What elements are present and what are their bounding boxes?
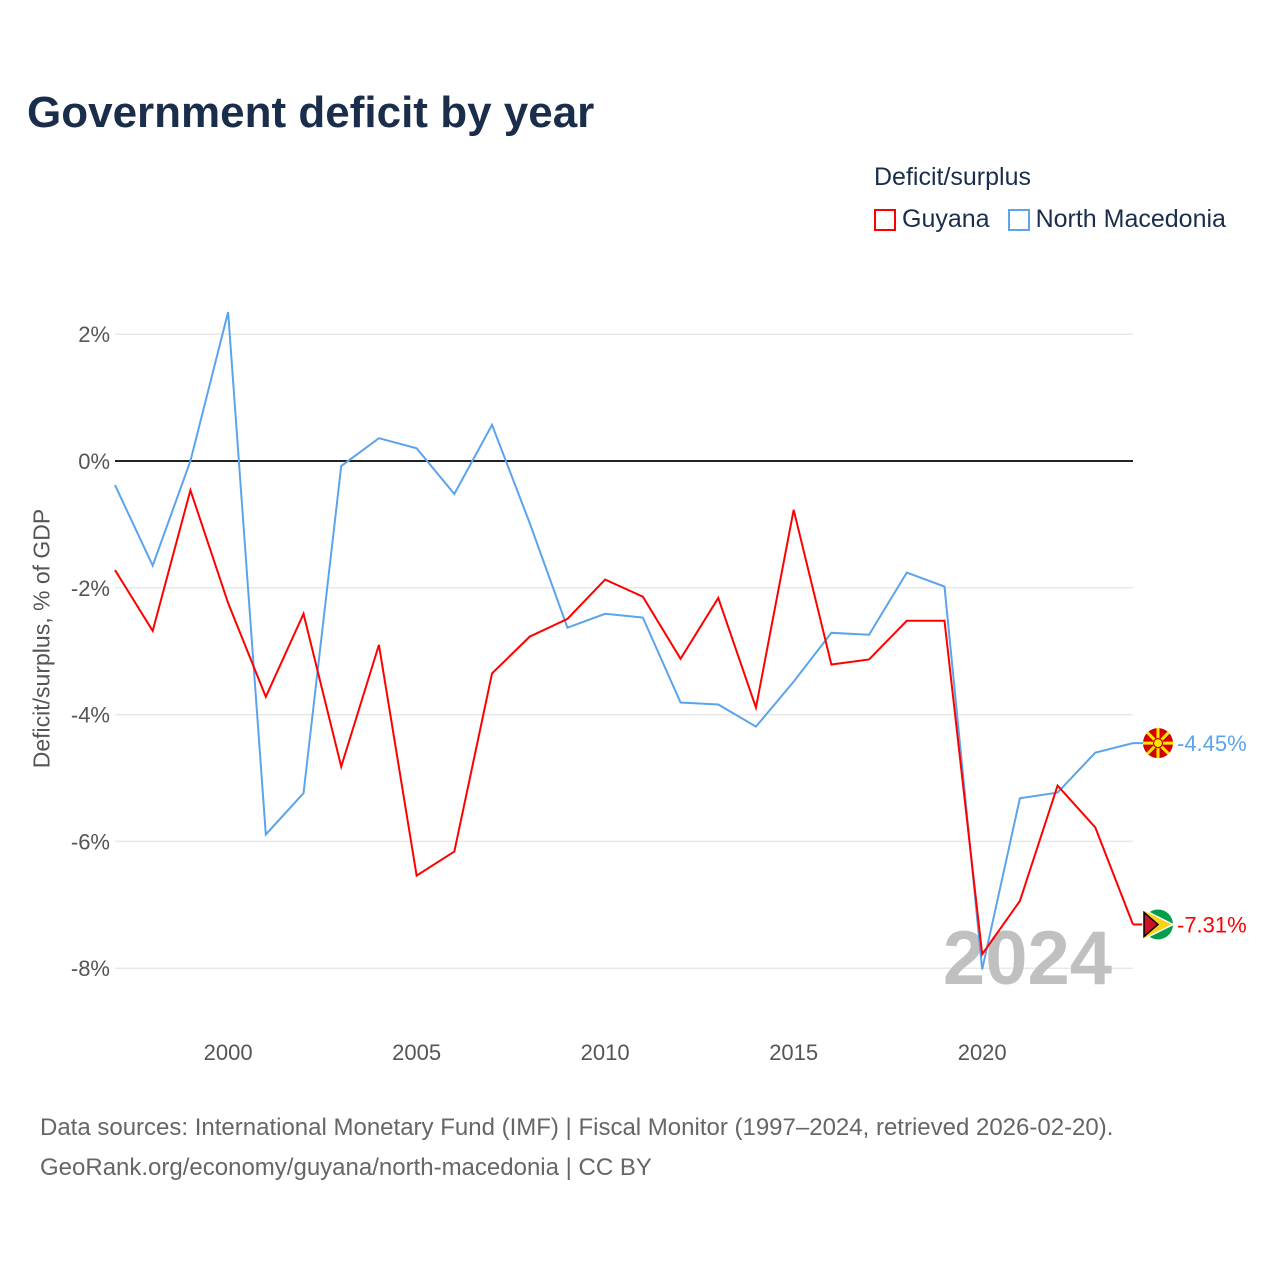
x-tick-label: 2020 bbox=[958, 1040, 1007, 1065]
guyana-flag-triangle bbox=[1143, 910, 1160, 939]
flag-sun bbox=[1152, 738, 1164, 749]
x-tick-label: 2005 bbox=[392, 1040, 441, 1065]
x-tick-label: 2015 bbox=[769, 1040, 818, 1065]
legend-item-north-macedonia[interactable]: North Macedonia bbox=[1007, 205, 1226, 234]
end-value-label: -4.45% bbox=[1177, 731, 1247, 756]
year-watermark: 2024 bbox=[943, 916, 1112, 1001]
legend-item-guyana[interactable]: Guyana bbox=[874, 205, 990, 234]
source-line-2[interactable]: GeoRank.org/economy/guyana/north-macedon… bbox=[40, 1154, 652, 1181]
legend-title: Deficit/surplus bbox=[874, 163, 1031, 191]
legend-label: Guyana bbox=[902, 205, 990, 233]
x-tick-label: 2010 bbox=[581, 1040, 630, 1065]
series-line-north-macedonia bbox=[114, 311, 1134, 970]
source-line-1: Data sources: International Monetary Fun… bbox=[40, 1114, 1114, 1141]
y-tick-label: 0% bbox=[78, 449, 110, 474]
legend-swatch-guyana bbox=[874, 208, 896, 231]
y-tick-label: 2% bbox=[78, 322, 110, 347]
series-line-guyana bbox=[114, 486, 1134, 957]
y-tick-label: -2% bbox=[71, 576, 110, 601]
legend: Guyana North Macedonia bbox=[874, 205, 1226, 234]
legend-label: North Macedonia bbox=[1035, 205, 1226, 233]
y-tick-label: -8% bbox=[71, 956, 110, 981]
legend-swatch-north-macedonia bbox=[1007, 208, 1030, 231]
x-tick-label: 2000 bbox=[204, 1040, 253, 1065]
end-value-label: -7.31% bbox=[1177, 912, 1247, 937]
y-tick-label: -4% bbox=[71, 703, 110, 728]
source-note: Data sources: International Monetary Fun… bbox=[40, 1108, 1113, 1188]
y-tick-label: -6% bbox=[71, 829, 110, 854]
chart-title: Government deficit by year bbox=[27, 88, 595, 137]
